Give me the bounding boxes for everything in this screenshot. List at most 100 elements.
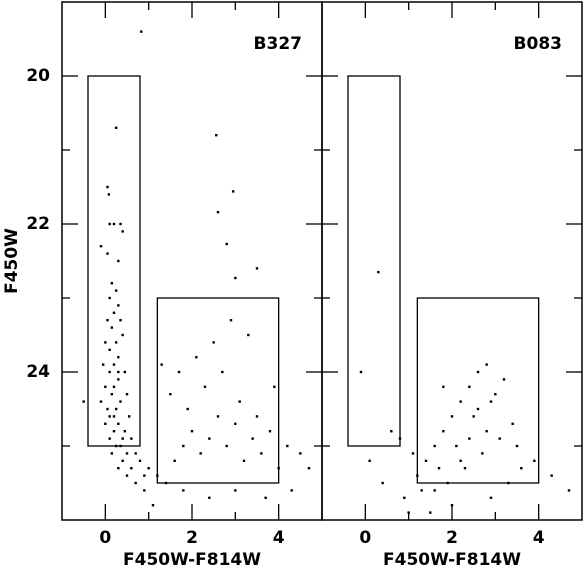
star [112, 311, 116, 314]
x-axis-title: F450W-F814W [383, 550, 521, 570]
star [390, 430, 393, 433]
star [114, 444, 118, 448]
y-tick-label: 22 [26, 214, 50, 234]
star [114, 341, 118, 344]
star [117, 259, 120, 263]
star [437, 467, 441, 470]
star [156, 474, 159, 477]
star [143, 474, 146, 477]
star [112, 415, 116, 418]
star [164, 481, 168, 485]
star [101, 363, 105, 366]
star [182, 444, 185, 448]
star [117, 378, 120, 381]
star [450, 504, 454, 507]
star [485, 363, 488, 366]
star [106, 185, 109, 189]
star [121, 459, 124, 462]
star [231, 190, 235, 193]
star [411, 452, 415, 455]
star [114, 289, 118, 292]
star [255, 415, 259, 418]
star [112, 222, 116, 226]
star [216, 415, 220, 418]
star [290, 489, 293, 492]
star [117, 467, 120, 470]
star [108, 348, 111, 351]
star [225, 242, 228, 246]
star [114, 126, 118, 129]
star [199, 452, 202, 455]
x-tick-label: 4 [273, 528, 285, 548]
star [117, 356, 120, 359]
star [472, 415, 475, 418]
star [108, 437, 111, 440]
star [502, 378, 506, 381]
star [459, 459, 462, 462]
star [169, 393, 172, 396]
x-tick-label: 4 [533, 528, 545, 548]
star [112, 430, 116, 433]
star [455, 444, 458, 448]
star [476, 407, 480, 411]
star [251, 437, 254, 440]
star [234, 489, 237, 492]
star [255, 267, 259, 270]
panel-frame [321, 1, 583, 521]
star [106, 252, 109, 255]
star [567, 489, 571, 492]
star [299, 452, 302, 455]
star [268, 430, 272, 433]
star [134, 452, 137, 455]
y-axis-title: F450W [2, 228, 22, 294]
star [110, 452, 114, 455]
star [108, 222, 111, 226]
star [104, 385, 107, 388]
star [446, 481, 449, 485]
star [429, 511, 432, 514]
star [307, 467, 311, 470]
star [104, 341, 107, 344]
star [242, 459, 246, 462]
star [208, 437, 211, 440]
star [550, 474, 553, 477]
selection-box [87, 75, 141, 447]
star [119, 400, 122, 403]
star [140, 30, 143, 33]
star [489, 496, 493, 499]
star [381, 481, 384, 485]
star [130, 467, 133, 470]
star [99, 400, 103, 403]
star [117, 304, 120, 307]
star [359, 370, 363, 374]
star [489, 400, 493, 403]
star [494, 393, 497, 396]
star [123, 370, 127, 374]
star [106, 407, 109, 411]
star [123, 430, 127, 433]
star [127, 415, 131, 418]
star [442, 385, 445, 388]
star [177, 370, 181, 374]
star [424, 459, 428, 462]
star [114, 407, 118, 411]
star [221, 370, 224, 374]
star [125, 474, 129, 477]
star [108, 370, 111, 374]
star [468, 385, 471, 388]
star [216, 210, 220, 214]
star [264, 496, 267, 499]
star [112, 363, 116, 366]
star [119, 222, 122, 226]
star [110, 282, 114, 285]
star [121, 333, 124, 337]
star [143, 489, 146, 492]
star [277, 467, 280, 470]
star [450, 415, 454, 418]
star [403, 496, 406, 499]
star [229, 319, 233, 322]
star [82, 400, 85, 403]
star [481, 452, 484, 455]
panel-label: B083 [514, 34, 562, 54]
x-axis-title: F450W-F814W [123, 550, 261, 570]
